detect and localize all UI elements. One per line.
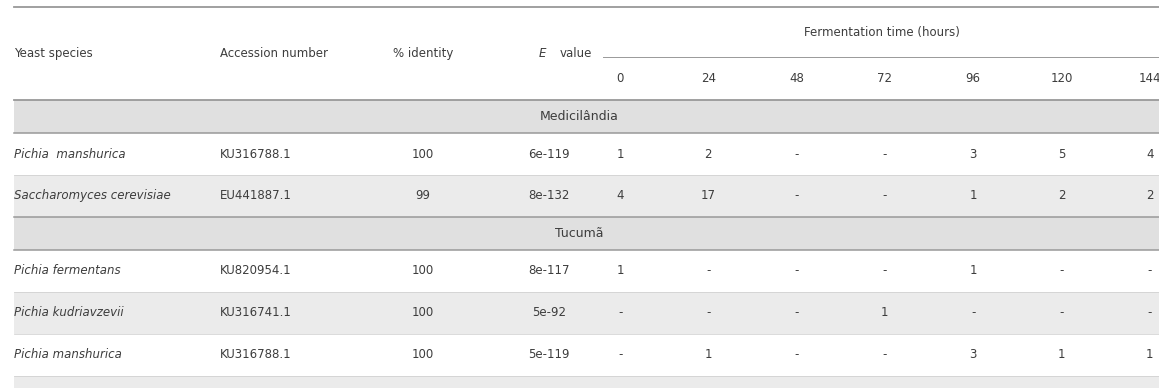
Text: -: -	[1147, 306, 1152, 319]
Text: EU441887.1: EU441887.1	[220, 189, 292, 203]
Text: 3: 3	[969, 147, 977, 161]
Text: 1: 1	[881, 306, 889, 319]
Text: Tucumã: Tucumã	[555, 227, 604, 240]
Text: 100: 100	[411, 348, 435, 361]
Text: 96: 96	[965, 72, 981, 85]
Text: 2: 2	[705, 147, 712, 161]
Text: 1: 1	[617, 264, 624, 277]
Text: 5e-119: 5e-119	[529, 348, 570, 361]
Text: KU316741.1: KU316741.1	[220, 306, 292, 319]
Text: E: E	[539, 47, 546, 60]
Text: 48: 48	[789, 72, 804, 85]
Text: 99: 99	[416, 189, 430, 203]
Text: Yeast species: Yeast species	[14, 47, 93, 60]
Text: -: -	[1059, 264, 1064, 277]
Text: 1: 1	[1146, 348, 1153, 361]
Text: 100: 100	[411, 264, 435, 277]
Text: KU316788.1: KU316788.1	[220, 147, 292, 161]
Text: 100: 100	[411, 147, 435, 161]
Text: % identity: % identity	[393, 47, 453, 60]
Text: -: -	[794, 264, 799, 277]
Text: 17: 17	[701, 189, 716, 203]
Text: 4: 4	[1146, 147, 1153, 161]
Text: 1: 1	[705, 348, 712, 361]
Text: 5e-92: 5e-92	[532, 306, 567, 319]
Text: Medicilândia: Medicilândia	[540, 110, 619, 123]
Text: -: -	[794, 306, 799, 319]
Text: Pichia  manshurica: Pichia manshurica	[14, 147, 125, 161]
Text: -: -	[794, 147, 799, 161]
Text: KU316788.1: KU316788.1	[220, 348, 292, 361]
Text: -: -	[794, 348, 799, 361]
Text: -: -	[706, 306, 710, 319]
Text: 4: 4	[617, 189, 624, 203]
Text: 2: 2	[1058, 189, 1065, 203]
Text: 1: 1	[969, 264, 977, 277]
Bar	[14, 175, 1159, 217]
Text: -: -	[794, 189, 799, 203]
Text: -: -	[883, 264, 887, 277]
Text: 5: 5	[1058, 147, 1065, 161]
Bar	[14, 100, 1159, 133]
Text: 144: 144	[1138, 72, 1159, 85]
Text: -: -	[618, 306, 622, 319]
Text: 120: 120	[1050, 72, 1072, 85]
Text: Fermentation time (hours): Fermentation time (hours)	[804, 26, 960, 39]
Text: 1: 1	[617, 147, 624, 161]
Text: -: -	[883, 348, 887, 361]
Text: 1: 1	[1058, 348, 1065, 361]
Bar	[14, 376, 1159, 388]
Text: 6e-119: 6e-119	[529, 147, 570, 161]
Text: Pichia manshurica: Pichia manshurica	[14, 348, 122, 361]
Text: 1: 1	[969, 189, 977, 203]
Text: -: -	[883, 189, 887, 203]
Text: 0: 0	[617, 72, 624, 85]
Text: -: -	[706, 264, 710, 277]
Text: 100: 100	[411, 306, 435, 319]
Text: -: -	[883, 147, 887, 161]
Text: -: -	[618, 348, 622, 361]
Text: Accession number: Accession number	[220, 47, 328, 60]
Text: value: value	[560, 47, 592, 60]
Bar	[14, 217, 1159, 250]
Text: -: -	[1147, 264, 1152, 277]
Text: 72: 72	[877, 72, 892, 85]
Text: KU820954.1: KU820954.1	[220, 264, 292, 277]
Text: -: -	[971, 306, 976, 319]
Text: 24: 24	[701, 72, 716, 85]
Text: 8e-117: 8e-117	[529, 264, 570, 277]
Text: 3: 3	[969, 348, 977, 361]
Text: -: -	[1059, 306, 1064, 319]
Text: Pichia fermentans: Pichia fermentans	[14, 264, 121, 277]
Text: Pichia kudriavzevii: Pichia kudriavzevii	[14, 306, 124, 319]
Bar	[14, 292, 1159, 334]
Text: 8e-132: 8e-132	[529, 189, 570, 203]
Text: 2: 2	[1146, 189, 1153, 203]
Text: Saccharomyces cerevisiae: Saccharomyces cerevisiae	[14, 189, 170, 203]
